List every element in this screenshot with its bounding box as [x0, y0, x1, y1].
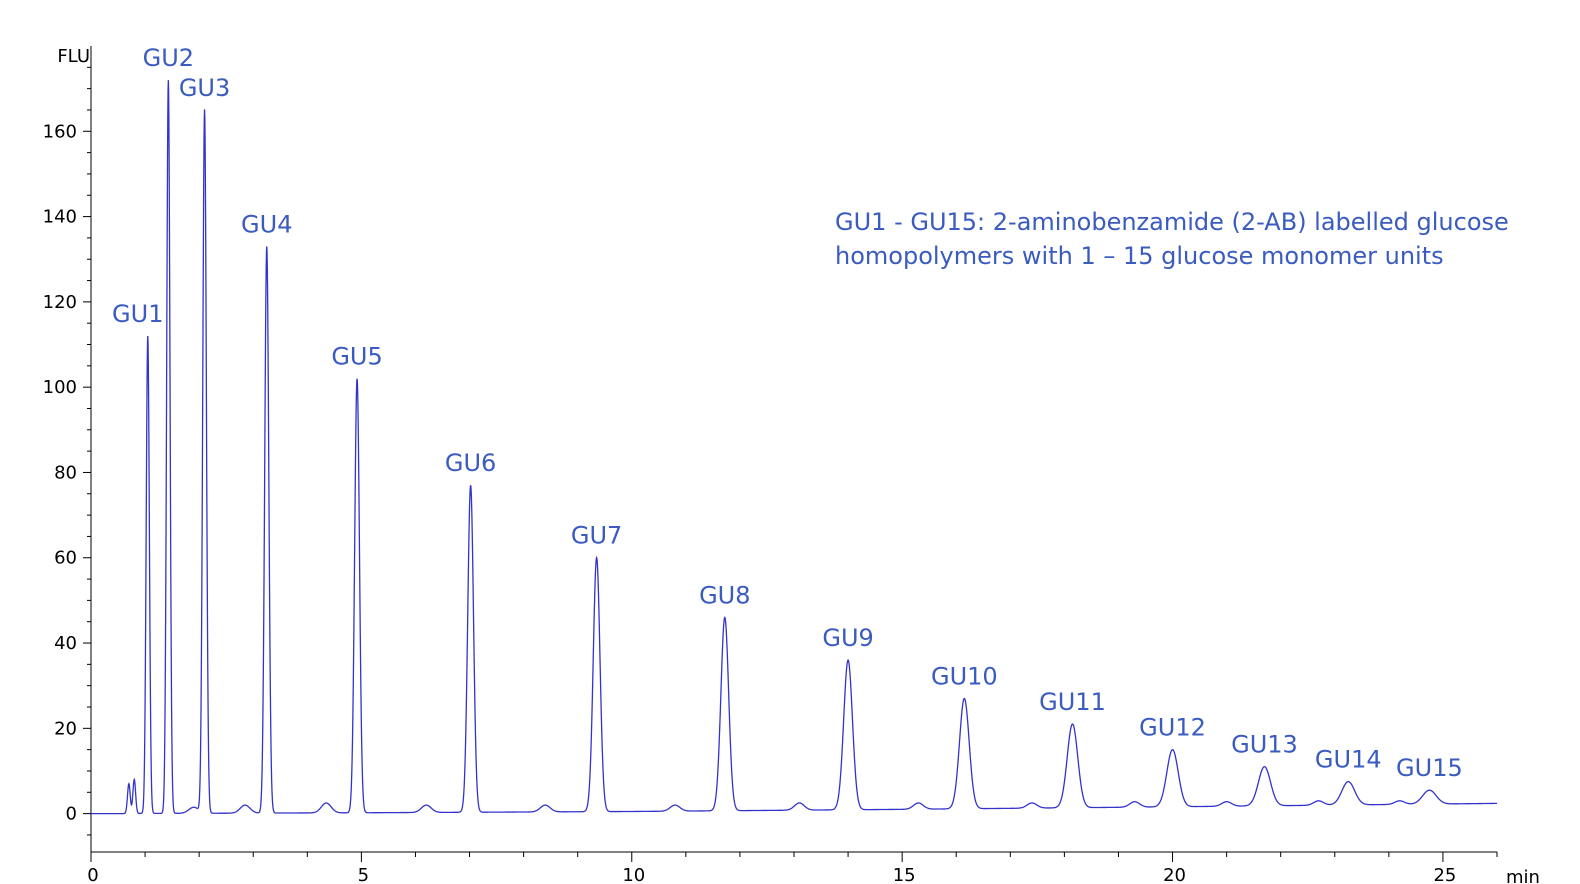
x-tick-label: 20 — [1163, 865, 1186, 884]
peak-label-gu8: GU8 — [699, 581, 750, 609]
peak-label-gu15: GU15 — [1396, 754, 1463, 782]
y-axis-label: FLU — [57, 46, 90, 67]
peak-label-gu5: GU5 — [331, 343, 382, 371]
y-tick-label: 100 — [43, 377, 77, 398]
y-tick-label: 0 — [66, 804, 77, 825]
chart-annotation: GU1 - GU15: 2-aminobenzamide (2-AB) labe… — [835, 205, 1509, 273]
peak-label-gu11: GU11 — [1039, 688, 1106, 716]
x-tick-label: 5 — [358, 865, 369, 884]
x-tick-label: 25 — [1433, 865, 1456, 884]
y-tick-label: 160 — [43, 121, 77, 142]
peak-label-gu7: GU7 — [571, 522, 622, 550]
peak-label-gu1: GU1 — [112, 300, 163, 328]
y-tick-label: 60 — [54, 548, 77, 569]
peak-label-gu2: GU2 — [143, 44, 194, 72]
y-tick-label: 140 — [43, 207, 77, 228]
y-tick-label: 80 — [54, 462, 77, 483]
axes: 0 20 40 60 80 100 120 140 160 0 5 10 15 20 25 — [43, 46, 1498, 884]
peak-label-gu10: GU10 — [931, 662, 998, 690]
peak-label-gu12: GU12 — [1139, 714, 1206, 742]
y-tick-label: 20 — [54, 718, 77, 739]
y-tick-label: 40 — [54, 633, 77, 654]
peak-label-gu6: GU6 — [445, 449, 496, 477]
annotation-line-1: GU1 - GU15: 2-aminobenzamide (2-AB) labe… — [835, 208, 1509, 236]
peak-label-gu13: GU13 — [1231, 731, 1298, 759]
annotation-line-2: homopolymers with 1 – 15 glucose monomer… — [835, 242, 1444, 270]
x-tick-label: 15 — [893, 865, 916, 884]
peak-label-gu4: GU4 — [241, 210, 292, 238]
y-tick-label: 120 — [43, 292, 77, 313]
peak-label-gu14: GU14 — [1315, 746, 1382, 774]
chromatogram-trace — [91, 80, 1498, 815]
x-axis-label: min — [1506, 867, 1540, 884]
x-tick-label: 0 — [87, 865, 98, 884]
x-tick-label: 10 — [622, 865, 645, 884]
peak-label-gu3: GU3 — [179, 74, 230, 102]
peak-label-gu9: GU9 — [822, 624, 873, 652]
